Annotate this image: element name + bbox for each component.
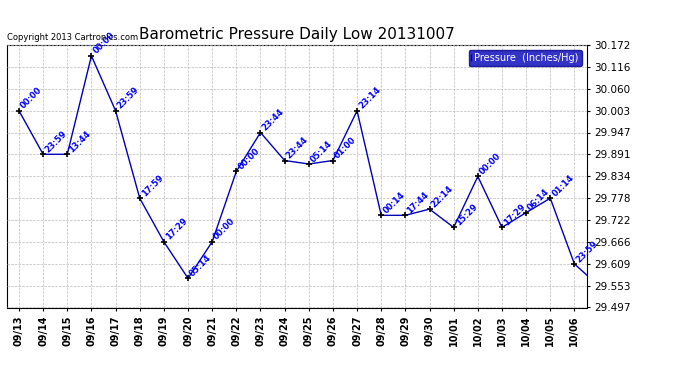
- Text: 23:59: 23:59: [574, 239, 600, 264]
- Text: 05:14: 05:14: [308, 139, 334, 164]
- Title: Barometric Pressure Daily Low 20131007: Barometric Pressure Daily Low 20131007: [139, 27, 455, 42]
- Text: 17:29: 17:29: [502, 202, 527, 227]
- Text: 01:00: 01:00: [333, 135, 358, 160]
- Text: 17:59: 17:59: [139, 173, 165, 198]
- Text: 17:44: 17:44: [406, 190, 431, 215]
- Text: 00:14: 00:14: [381, 190, 406, 215]
- Text: 17:29: 17:29: [164, 217, 189, 242]
- Text: 01:14: 01:14: [551, 173, 575, 198]
- Text: 05:14: 05:14: [188, 253, 213, 278]
- Text: 00:00: 00:00: [477, 152, 503, 177]
- Text: 23:44: 23:44: [261, 107, 286, 132]
- Text: 00:00: 00:00: [91, 31, 117, 56]
- Text: 23:59: 23:59: [43, 129, 68, 154]
- Text: 22:14: 22:14: [429, 184, 455, 209]
- Text: 15:29: 15:29: [454, 202, 479, 227]
- Text: 00:00: 00:00: [236, 146, 262, 171]
- Text: 06:14: 06:14: [526, 188, 551, 213]
- Text: 23:14: 23:14: [357, 86, 382, 111]
- Legend: Pressure  (Inches/Hg): Pressure (Inches/Hg): [469, 50, 582, 66]
- Text: 00:00: 00:00: [213, 217, 237, 242]
- Text: 23:44: 23:44: [284, 135, 310, 160]
- Text: 23:59: 23:59: [115, 86, 141, 111]
- Text: Copyright 2013 Cartronics.com: Copyright 2013 Cartronics.com: [7, 33, 138, 42]
- Text: 15:44: 15:44: [0, 374, 1, 375]
- Text: 00:00: 00:00: [19, 86, 44, 111]
- Text: 13:44: 13:44: [68, 129, 92, 154]
